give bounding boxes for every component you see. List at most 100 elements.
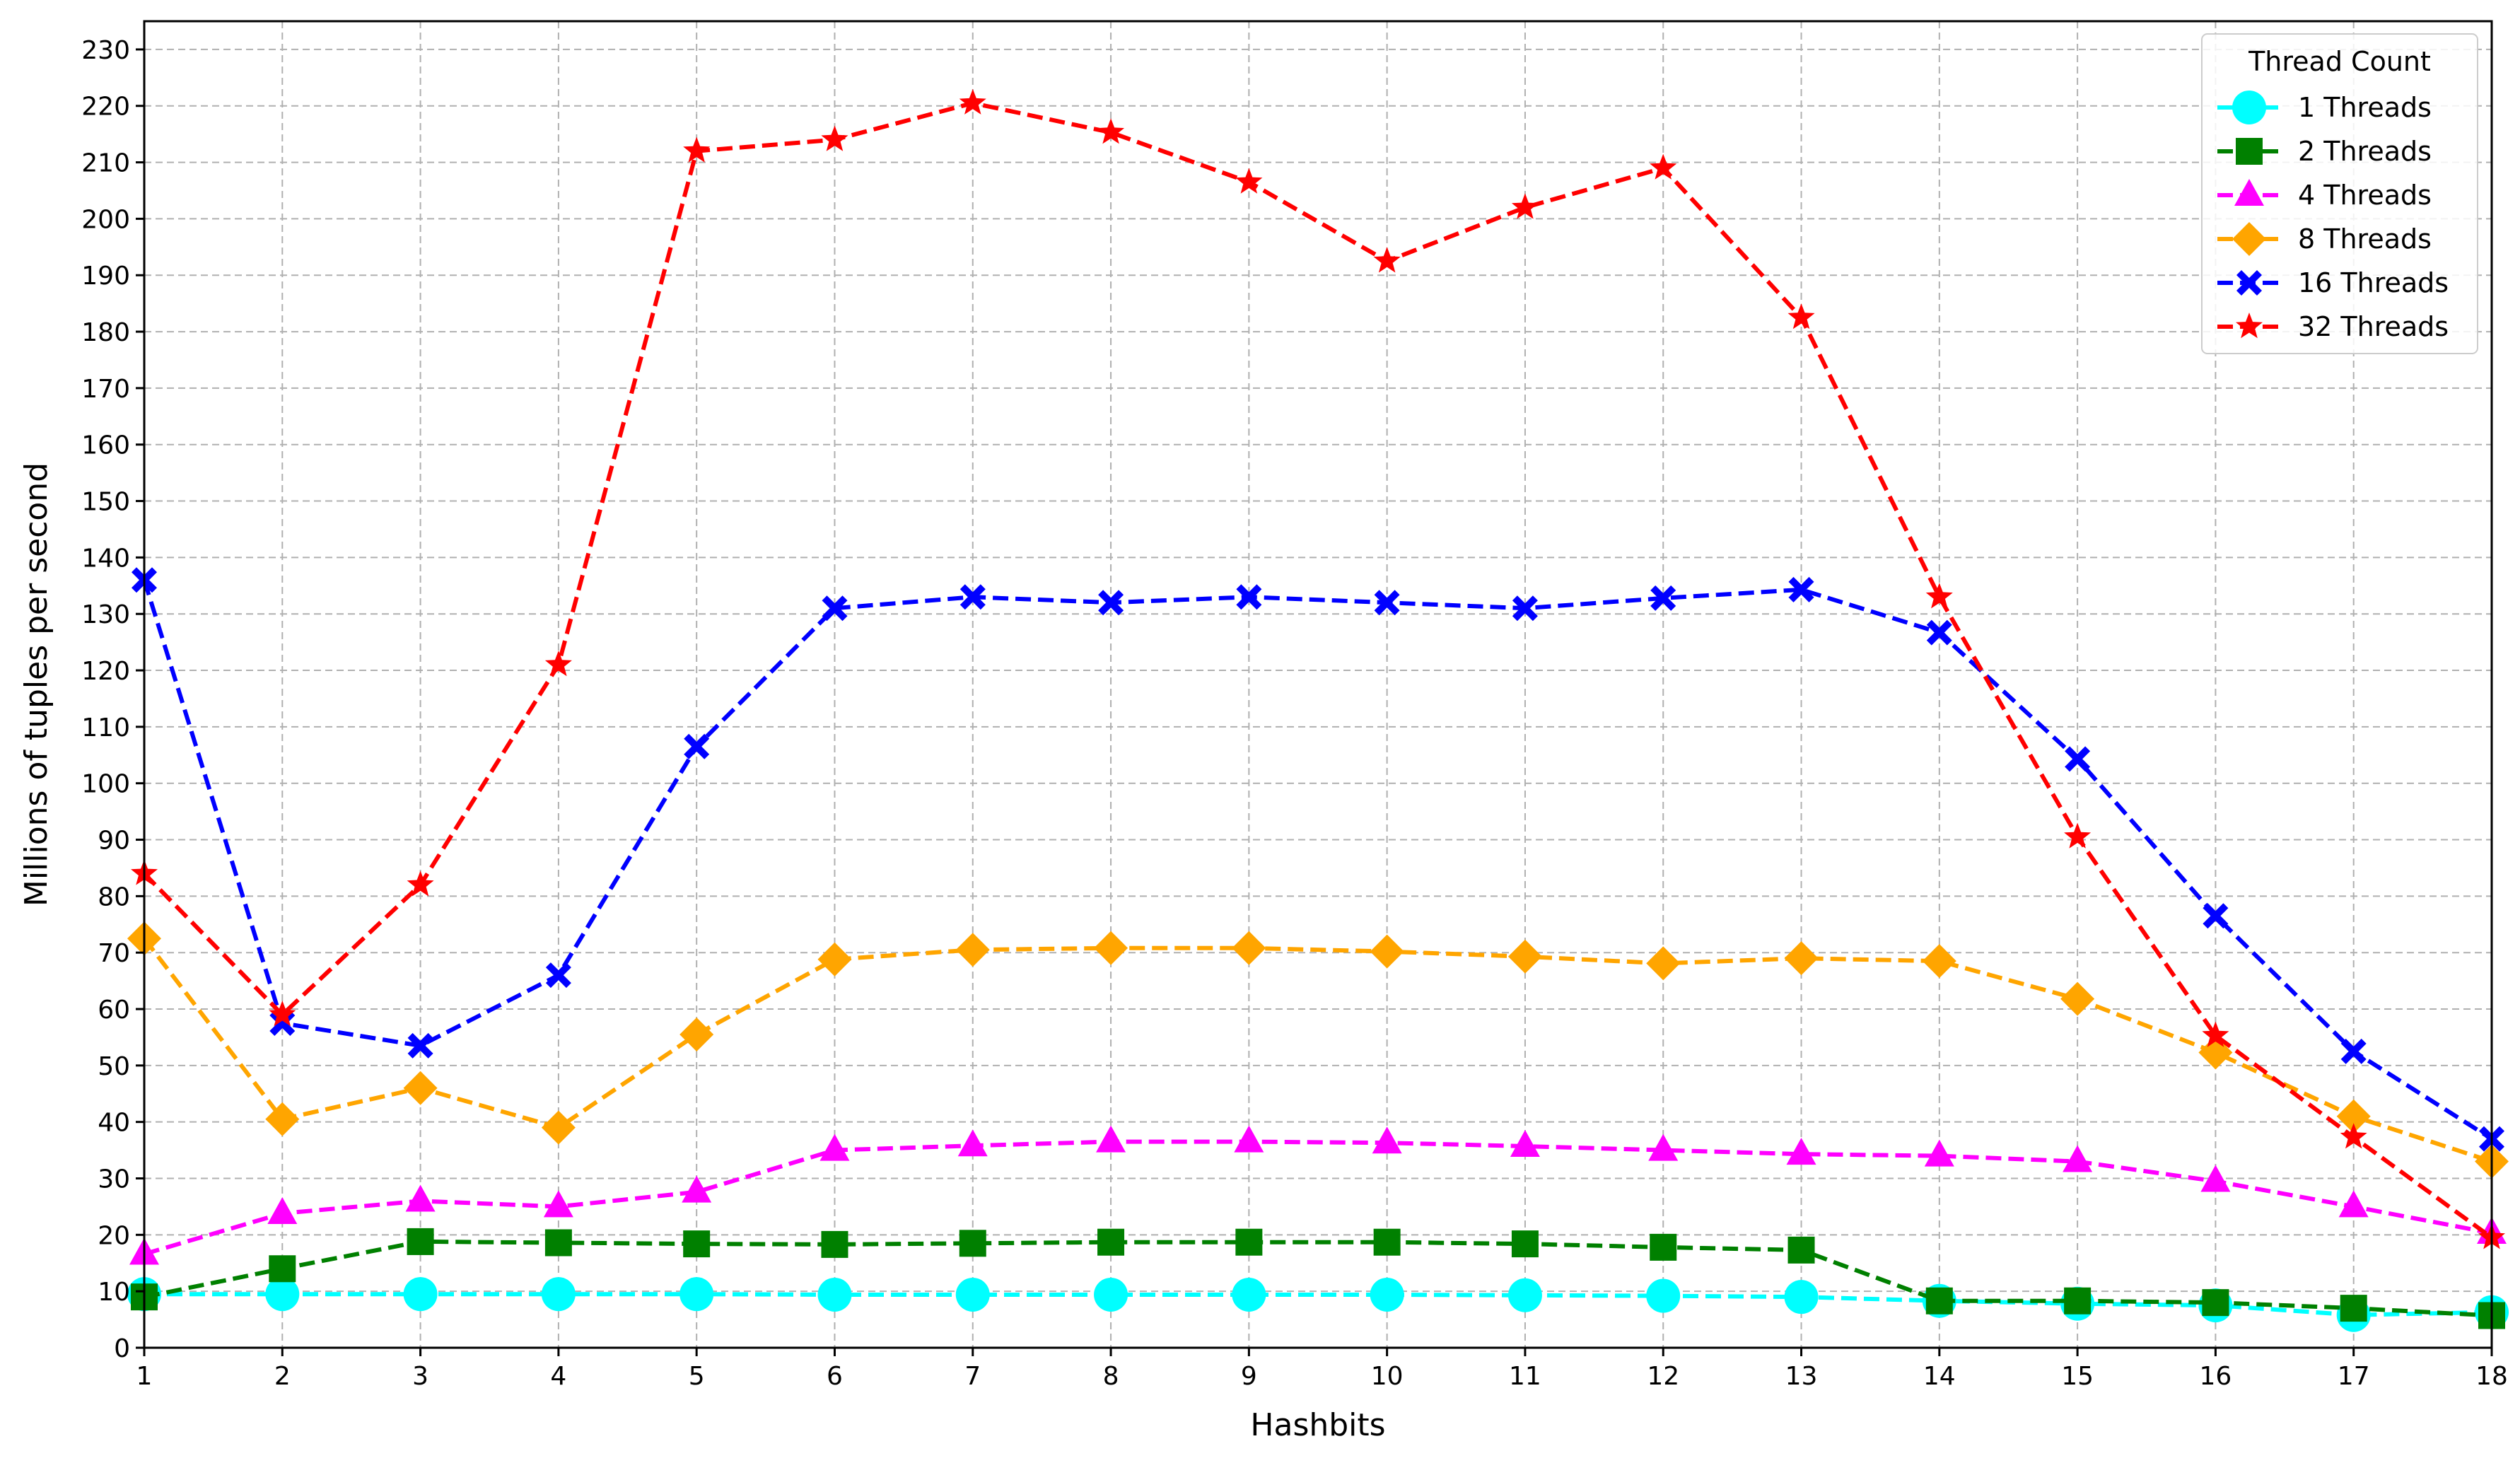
data-point-4-threads (1510, 1130, 1540, 1158)
data-point-1-threads (1646, 1278, 1681, 1313)
plot-frame (143, 20, 2493, 1349)
data-point-2-threads (1373, 1228, 1401, 1256)
legend-label-2-threads: 2 Threads (2298, 136, 2432, 167)
data-point-2-threads (544, 1229, 572, 1257)
data-point-16-threads (407, 1032, 433, 1059)
data-point-1-threads (541, 1277, 576, 1312)
data-point-2-threads (1650, 1233, 1677, 1261)
data-point-32-threads (1511, 193, 1539, 219)
legend-label-16-threads: 16 Threads (2298, 267, 2449, 298)
data-point-1-threads (403, 1277, 438, 1312)
data-point-4-threads (1924, 1139, 1954, 1167)
legend-label-32-threads: 32 Threads (2298, 311, 2449, 342)
y-tick-label: 130 (81, 600, 130, 629)
data-point-8-threads (1232, 931, 1266, 965)
data-point-4-threads (2063, 1145, 2093, 1172)
data-point-32-threads (959, 88, 986, 115)
data-point-16-threads (684, 733, 710, 759)
data-point-32-threads (407, 870, 434, 897)
data-point-16-threads (1236, 584, 1262, 610)
y-tick-label: 140 (81, 544, 130, 573)
data-point-2-threads (1787, 1236, 1815, 1264)
data-point-32-threads (1373, 247, 1401, 273)
data-point-32-threads (821, 125, 848, 151)
data-point-32-threads (2064, 822, 2092, 849)
data-point-1-threads (1094, 1277, 1128, 1312)
y-tick-label: 170 (81, 375, 130, 404)
data-point-32-threads (2340, 1123, 2367, 1149)
series-line-1-threads (144, 1292, 2492, 1317)
y-tick-label: 190 (81, 262, 130, 291)
series-2-threads (131, 1228, 2505, 1329)
data-point-4-threads (682, 1175, 712, 1203)
data-point-4-threads (819, 1133, 850, 1161)
data-point-32-threads (1235, 168, 1263, 194)
series-layer (127, 88, 2509, 1332)
x-tick-label: 14 (1923, 1362, 1956, 1391)
x-tick-label: 9 (1241, 1362, 1257, 1391)
legend: Thread Count 1 Threads 2 Threads 4 Threads… (2201, 33, 2478, 354)
y-tick-label: 200 (81, 205, 130, 234)
x-tick-label: 6 (827, 1362, 843, 1391)
series-4-threads (129, 1125, 2507, 1265)
data-point-2-threads (1235, 1228, 1263, 1256)
data-point-8-threads (1094, 931, 1128, 965)
data-point-32-threads (1925, 583, 1953, 609)
y-tick-label: 10 (98, 1278, 130, 1307)
data-point-16-threads (2340, 1038, 2367, 1064)
data-point-16-threads (2203, 903, 2229, 929)
y-tick-label: 100 (81, 770, 130, 799)
x-tick-label: 10 (1371, 1362, 1404, 1391)
data-point-2-threads (1511, 1230, 1539, 1258)
data-point-16-threads (959, 584, 986, 610)
data-point-8-threads (403, 1071, 438, 1105)
x-tick-label: 12 (1647, 1362, 1679, 1391)
data-point-16-threads (822, 595, 848, 622)
axis-ticks: 1 2 3 4 5 6 7 8 9 10 11 12 13 14 15 16 17 180102030405060… (81, 36, 2508, 1391)
data-point-8-threads (1922, 944, 1956, 979)
x-tick-label: 4 (550, 1362, 566, 1391)
data-point-4-threads (1096, 1125, 1126, 1153)
data-point-2-threads (2340, 1295, 2367, 1322)
legend-item-4-threads: 4 Threads (2217, 179, 2432, 211)
y-tick-label: 40 (98, 1109, 130, 1138)
series-line-4-threads (144, 1139, 2492, 1257)
x-tick-label: 3 (412, 1362, 428, 1391)
x-tick-label: 13 (1785, 1362, 1818, 1391)
x-tick-label: 15 (2061, 1362, 2094, 1391)
legend-label-1-threads: 1 Threads (2298, 92, 2432, 123)
legend-marker-32-threads (2236, 313, 2263, 339)
data-point-1-threads (679, 1277, 714, 1312)
y-tick-label: 120 (81, 657, 130, 686)
data-point-4-threads (267, 1197, 298, 1225)
y-tick-label: 80 (98, 882, 130, 911)
data-point-32-threads (1787, 303, 1815, 330)
y-tick-label: 30 (98, 1165, 130, 1194)
data-point-4-threads (2200, 1165, 2231, 1192)
legend-marker-8-threads (2232, 222, 2266, 256)
data-point-8-threads (2336, 1099, 2371, 1133)
x-tick-label: 1 (136, 1362, 153, 1391)
data-point-4-threads (1372, 1126, 1402, 1154)
x-tick-label: 7 (964, 1362, 981, 1391)
data-point-8-threads (1370, 934, 1404, 969)
legend-item-16-threads: 16 Threads (2217, 267, 2449, 298)
data-point-2-threads (407, 1228, 434, 1255)
data-point-8-threads (541, 1110, 576, 1145)
y-tick-label: 0 (114, 1334, 130, 1363)
legend-item-1-threads: 1 Threads (2217, 91, 2432, 124)
y-tick-label: 70 (98, 939, 130, 968)
data-point-2-threads (1097, 1228, 1125, 1256)
x-tick-label: 8 (1103, 1362, 1119, 1391)
data-point-8-threads (817, 942, 852, 977)
data-point-8-threads (1784, 941, 1819, 976)
series-line-32-threads (142, 100, 2493, 1240)
series-16-threads (132, 567, 2504, 1152)
data-point-4-threads (543, 1190, 573, 1218)
y-tick-label: 230 (81, 36, 130, 65)
data-point-8-threads (955, 933, 990, 967)
data-point-2-threads (2202, 1289, 2229, 1317)
data-point-32-threads (269, 1001, 296, 1027)
data-point-4-threads (2338, 1190, 2369, 1218)
data-point-16-threads (1374, 590, 1400, 616)
